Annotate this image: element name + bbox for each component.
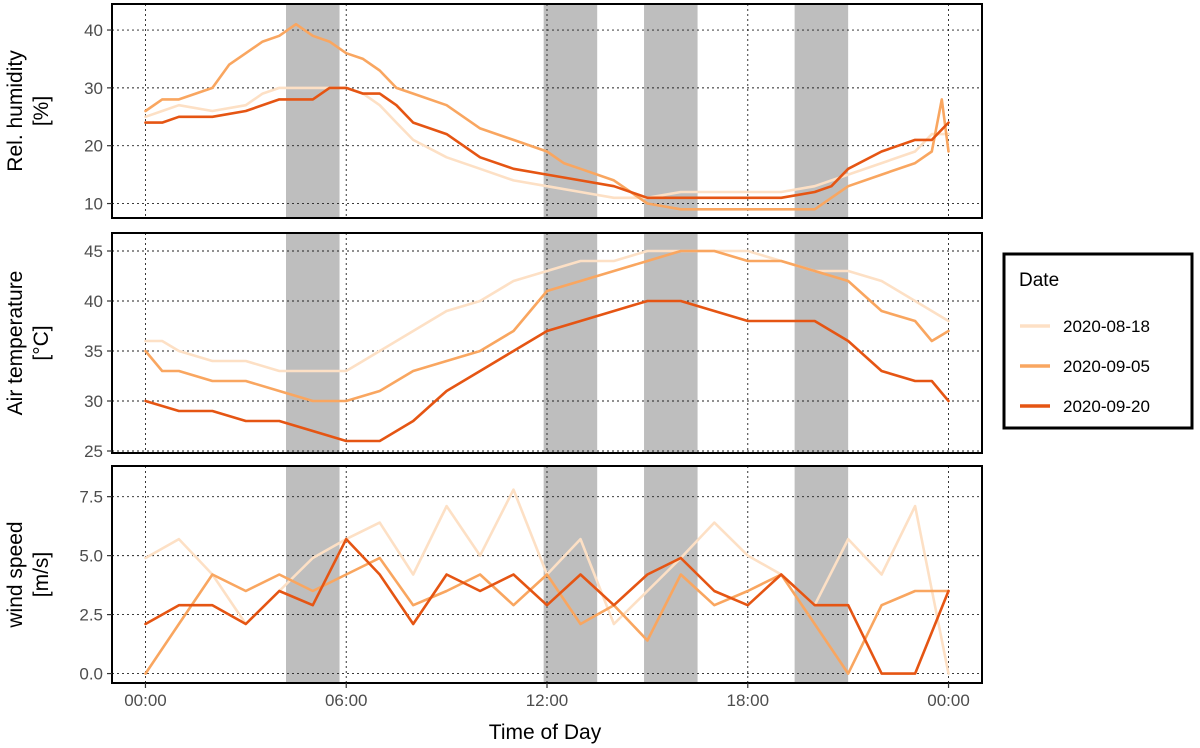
panel-3: 0.0 2.5 5.0 7.5 wind speed [m/s] [4,465,983,684]
y-tick-label: 7.5 [79,488,103,507]
series-line-2020-09-20 [144,537,950,675]
x-tick-label: 00:00 [927,691,970,710]
legend: Date 2020-08-18 2020-09-05 2020-09-20 [1002,252,1194,430]
shaded-interval [543,466,598,683]
y-axis-title-line: [m/s] [30,552,53,598]
y-tick-label: 25 [84,442,103,461]
shaded-interval [644,233,698,453]
y-tick-label: 30 [84,392,103,411]
legend-title: Date [1019,270,1059,291]
y-tick-label: 0.0 [79,665,103,684]
x-tick-label: 06:00 [325,691,368,710]
y-tick-label: 5.0 [79,547,103,566]
y-axis-title: Rel. humidity [%] [4,50,53,172]
shaded-interval [644,4,698,218]
x-tick-label: 00:00 [124,691,167,710]
y-tick-label: 45 [84,242,103,261]
x-axis: 00:00 06:00 12:00 18:00 00:00 [124,683,970,710]
panel-border [111,232,983,454]
panels-layer: 10 20 30 40 Rel. humidity [%] 25 30 35 40 45 Air te… [4,3,983,684]
shaded-interval [644,466,698,683]
legend-label-2020-08-18: 2020-08-18 [1063,317,1150,336]
legend-label-2020-09-05: 2020-09-05 [1063,357,1150,376]
series-line-2020-08-18 [144,86,950,200]
shaded-interval [794,233,849,453]
y-axis-title-line: Rel. humidity [4,50,27,172]
shaded-interval [794,466,849,683]
y-tick-label: 10 [84,195,103,214]
y-tick-label: 35 [84,342,103,361]
panel-2: 25 30 35 40 45 Air temperature [°C] [4,232,983,461]
shaded-interval [286,4,340,218]
shaded-interval [794,4,849,218]
x-axis-title: Time of Day [489,721,602,744]
y-axis-title-line: wind speed [4,521,27,628]
x-tick-label: 18:00 [726,691,769,710]
y-tick-label: 30 [84,79,103,98]
y-axis-title-line: [%] [30,96,53,126]
y-axis-title-line: [°C] [30,325,53,360]
x-tick-label: 12:00 [526,691,569,710]
shaded-interval [543,233,598,453]
y-axis-title: wind speed [m/s] [4,521,53,628]
legend-box [1002,252,1194,430]
series-line-2020-09-20 [144,86,950,200]
series-line-2020-09-05 [144,22,950,211]
panel-1: 10 20 30 40 Rel. humidity [%] [4,3,983,219]
y-tick-label: 40 [84,21,103,40]
panel-border [111,3,983,219]
series-line-2020-09-20 [144,299,950,443]
y-axis-title: Air temperature [°C] [4,271,53,416]
y-tick-label: 2.5 [79,606,103,625]
legend-label-2020-09-20: 2020-09-20 [1063,397,1150,416]
y-tick-label: 40 [84,292,103,311]
shaded-interval [286,466,340,683]
series-line-2020-09-05 [144,556,950,675]
y-tick-label: 20 [84,137,103,156]
y-axis-title-line: Air temperature [4,271,27,416]
shaded-interval [286,233,340,453]
series-line-2020-09-05 [144,249,950,403]
